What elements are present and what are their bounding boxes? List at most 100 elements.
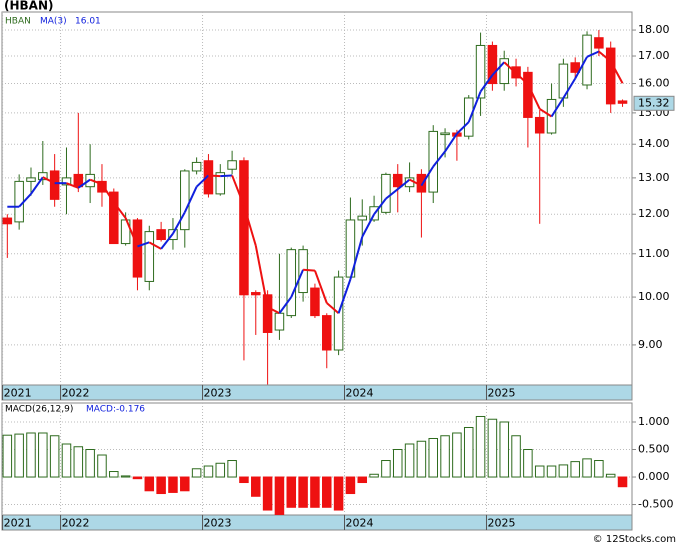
- candle-body: [392, 173, 403, 188]
- ma-line: [574, 56, 588, 79]
- ma-line: [609, 60, 624, 84]
- x-tick-label: 2021: [4, 387, 32, 400]
- ma-line: [231, 175, 245, 206]
- macd-bar: [369, 473, 379, 478]
- macd-bar: [156, 476, 166, 495]
- y-tick-label: 18.00: [638, 23, 670, 36]
- ma-line: [30, 176, 44, 195]
- candle-body: [440, 132, 450, 136]
- x-tick-label: 2024: [346, 387, 374, 400]
- ma-line: [326, 302, 340, 315]
- macd-bar: [546, 465, 557, 478]
- macd-bar: [286, 476, 297, 508]
- macd-bar: [463, 426, 474, 478]
- candle-body: [286, 249, 297, 317]
- y-tick-label: -0.500: [638, 498, 673, 511]
- ma-line: [373, 198, 387, 215]
- candle-body: [570, 62, 580, 73]
- macd-bar: [251, 476, 261, 497]
- ma-line: [242, 205, 257, 246]
- x-tick-label: 2021: [4, 517, 32, 530]
- macd-bar: [239, 476, 249, 484]
- ma-line: [385, 188, 399, 200]
- x-axis-band: [1, 384, 633, 401]
- macd-legend: MACD(26,12,9): [5, 405, 73, 415]
- macd-bar: [475, 415, 486, 478]
- macd-bar: [345, 476, 356, 495]
- macd-bar: [322, 476, 332, 508]
- macd-bar: [73, 446, 84, 478]
- x-tick-label: 2023: [204, 517, 232, 530]
- macd-bar: [14, 433, 24, 478]
- candle-body: [523, 71, 533, 118]
- candle-body: [38, 172, 48, 181]
- y-tick-label: 0.500: [638, 443, 670, 456]
- ma-line: [77, 178, 91, 189]
- macd-bar: [605, 473, 616, 478]
- x-tick-label: 2022: [62, 387, 90, 400]
- ma-line: [313, 270, 328, 304]
- ma-line: [526, 83, 541, 110]
- macd-last: MACD:-0.176: [86, 405, 145, 415]
- candle-body: [534, 116, 545, 134]
- candle-body: [132, 219, 143, 278]
- candle-body: [156, 229, 166, 241]
- candle-body: [463, 97, 474, 137]
- legend-symbol: HBAN: [5, 17, 31, 27]
- macd-bar: [499, 421, 509, 478]
- ma-line: [515, 72, 529, 85]
- ma-line: [479, 74, 494, 93]
- legend-ma: MA(3): [40, 17, 67, 27]
- candle-body: [475, 44, 486, 99]
- ma-line: [550, 97, 565, 118]
- macd-bar: [298, 476, 308, 508]
- macd-bar: [416, 440, 427, 478]
- ma-line: [208, 174, 221, 178]
- macd-bar: [357, 476, 368, 484]
- x-tick-label: 2024: [346, 517, 374, 530]
- candle-body: [144, 231, 155, 282]
- price-flag: [633, 95, 675, 111]
- macd-bar: [428, 437, 438, 478]
- macd-bar: [570, 461, 580, 478]
- candle-body: [381, 173, 391, 213]
- candle-body: [191, 161, 202, 172]
- ma-line: [220, 174, 233, 178]
- y-tick-label: 10.00: [638, 290, 670, 303]
- footer: © 12Stocks.com: [593, 534, 676, 545]
- ma-line: [409, 178, 422, 187]
- candle-body: [310, 287, 320, 317]
- macd-bar: [49, 435, 60, 478]
- macd-bar: [594, 460, 604, 478]
- candle-body: [605, 47, 616, 105]
- macd-bar: [215, 462, 226, 478]
- y-tick-label: 17.00: [638, 49, 670, 62]
- ma-line: [278, 296, 293, 314]
- ma-line: [124, 217, 139, 247]
- candle-body: [2, 217, 13, 225]
- y-tick-label: 16.00: [638, 77, 670, 90]
- macd-bar: [381, 460, 391, 478]
- ma-line: [337, 278, 352, 314]
- ma-line: [137, 241, 150, 248]
- macd-bar: [132, 476, 143, 480]
- y-tick-label: 14.00: [638, 137, 670, 150]
- ma-line: [148, 241, 162, 250]
- candle-body: [109, 191, 119, 245]
- ma-line: [598, 50, 612, 63]
- ma-line: [101, 183, 115, 203]
- macd-bar: [227, 460, 237, 478]
- candle-body: [49, 170, 60, 200]
- macd-bar: [2, 434, 13, 478]
- macd-bar: [511, 435, 521, 478]
- ma-line: [113, 201, 127, 219]
- candle-body: [251, 292, 261, 296]
- candle-body: [14, 180, 24, 223]
- candle-body: [97, 180, 107, 193]
- candle-body: [582, 34, 592, 86]
- ma-line: [18, 193, 32, 208]
- macd-bar: [617, 476, 628, 488]
- y-tick-label: 12.00: [638, 207, 670, 220]
- macd-bar: [262, 476, 273, 511]
- ma-line: [160, 232, 174, 250]
